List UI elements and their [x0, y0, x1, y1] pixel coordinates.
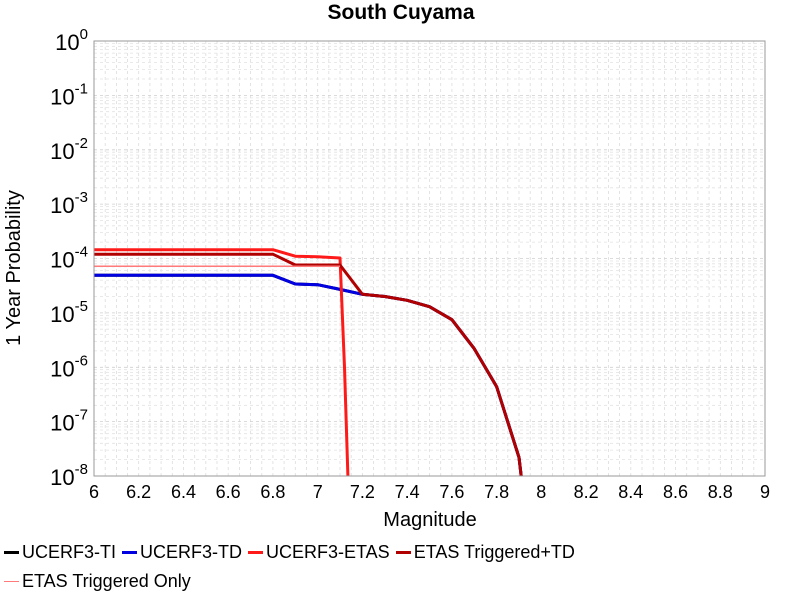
y-tick-label: 10-5 [50, 298, 88, 327]
y-tick-label: 10-3 [50, 189, 88, 218]
legend-swatch [122, 551, 137, 554]
legend-swatch [4, 551, 19, 554]
x-tick-label: 6.6 [216, 482, 241, 502]
y-tick-label: 100 [55, 26, 88, 55]
x-tick-label: 8.6 [663, 482, 688, 502]
x-tick-label: 8.4 [618, 482, 643, 502]
y-axis-label: 1 Year Probability [3, 190, 25, 346]
y-tick-label: 10-7 [50, 407, 88, 436]
legend-item: UCERF3-ETAS [248, 542, 390, 563]
x-tick-label: 7.2 [350, 482, 375, 502]
x-tick-label: 8 [536, 482, 546, 502]
x-tick-label: 6.2 [126, 482, 151, 502]
legend-item: ETAS Triggered Only [4, 571, 191, 592]
series-line-ucerf3-td [94, 273, 523, 477]
legend-item: ETAS Triggered+TD [395, 542, 575, 563]
legend-label: UCERF3-ETAS [266, 542, 390, 562]
grid [93, 41, 766, 477]
plot-frame [93, 40, 766, 477]
legend-swatch [4, 581, 19, 582]
x-axis-label: Magnitude [383, 509, 476, 531]
legend-item: UCERF3-TI [4, 542, 116, 563]
axes-group: 6 6.2 6.4 6.6 6.8 7 7.2 7.4 7.6 7.8 8 8.2 8.4 8.6 8.8 9… [50, 26, 770, 502]
y-tick-label: 10-8 [50, 461, 88, 490]
legend-swatch [395, 551, 411, 554]
series-group [94, 248, 523, 477]
y-tick-label: 10-2 [50, 135, 88, 164]
legend-row: ETAS Triggered Only [4, 567, 794, 596]
y-tick-label: 10-6 [50, 352, 88, 381]
series-line-ucerf3-ti [94, 273, 523, 477]
legend-swatch [248, 551, 263, 554]
y-tick-label: 10-4 [50, 244, 88, 273]
x-tick-label: 7.4 [395, 482, 420, 502]
series-line-etas-triggered-td [94, 252, 523, 477]
chart-svg: South Cuyama 6 6.2 6.4 6.6 6.8 7 7.2 7.4 7.6 7.8 8… [3, 1, 770, 531]
x-tick-label: 7.6 [439, 482, 464, 502]
legend-label: UCERF3-TI [22, 542, 116, 562]
legend-row: UCERF3-TI UCERF3-TD UCERF3-ETAS ETAS Trigge… [4, 538, 794, 567]
legend-item: UCERF3-TD [122, 542, 242, 563]
x-tick-label: 8.8 [708, 482, 733, 502]
x-tick-label: 6 [89, 482, 99, 502]
legend-label: UCERF3-TD [140, 542, 242, 562]
x-tick-label: 7.8 [484, 482, 509, 502]
legend-label: ETAS Triggered+TD [413, 542, 575, 562]
series-line-ucerf3-etas [94, 248, 350, 477]
chart-title: South Cuyama [327, 1, 474, 24]
y-tick-label: 10-1 [50, 80, 88, 109]
x-tick-label: 9 [760, 482, 770, 502]
x-tick-label: 6.8 [260, 482, 285, 502]
legend: UCERF3-TI UCERF3-TD UCERF3-ETAS ETAS Trigge… [4, 538, 794, 596]
x-tick-label: 7 [313, 482, 323, 502]
x-tick-label: 8.2 [574, 482, 599, 502]
x-tick-label: 6.4 [171, 482, 196, 502]
legend-label: ETAS Triggered Only [22, 571, 191, 591]
